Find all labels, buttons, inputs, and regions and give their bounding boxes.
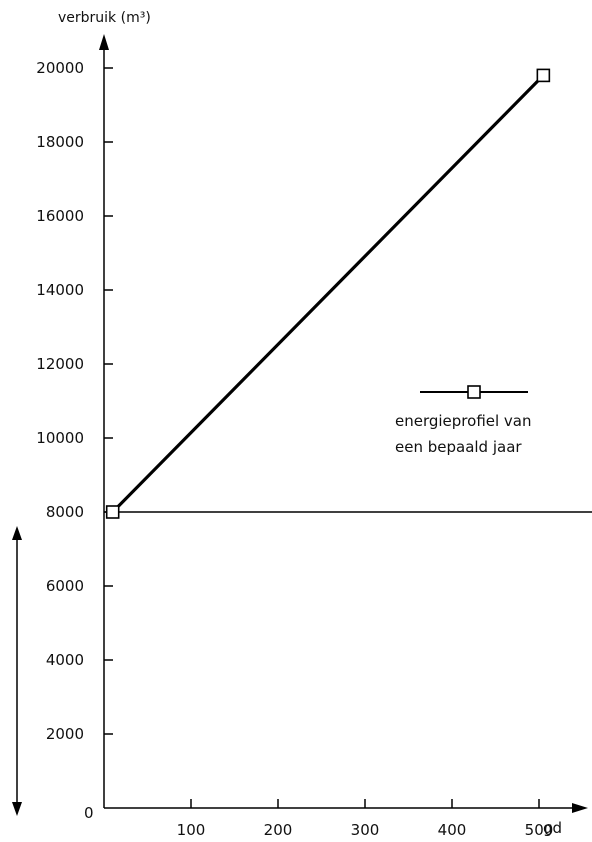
legend-text-line-1: energieprofiel van: [395, 412, 532, 430]
double-arrow-head-top: [12, 526, 22, 540]
double-arrow-head-bottom: [12, 802, 22, 816]
y-tick-label: 14000: [36, 281, 84, 299]
y-tick-label: 16000: [36, 207, 84, 225]
x-axis-arrowhead: [572, 803, 588, 813]
legend-marker: [467, 385, 481, 399]
series-layer: [105, 68, 551, 519]
origin-label: 0: [84, 804, 94, 822]
series-line: [111, 74, 545, 514]
legend-text-line-2: een bepaald jaar: [395, 438, 522, 456]
x-tick-label: 100: [177, 821, 206, 839]
y-tick-label: 8000: [46, 503, 84, 521]
y-tick-label: 10000: [36, 429, 84, 447]
x-tick-label: 400: [438, 821, 467, 839]
y-tick-label: 18000: [36, 133, 84, 151]
y-tick-label: 2000: [46, 725, 84, 743]
x-tick-label: 200: [264, 821, 293, 839]
x-tick-label: 500: [525, 821, 554, 839]
x-tick-label: 300: [351, 821, 380, 839]
data-point-marker: [536, 68, 551, 83]
y-tick-label: 20000: [36, 59, 84, 77]
y-axis-title: verbruik (m³): [58, 10, 151, 26]
data-point-marker: [105, 505, 120, 519]
tick-labels: 2000400060008000100001200014000160001800…: [36, 59, 553, 839]
x-axis-title: gd: [543, 819, 562, 837]
axes-layer: [99, 34, 588, 813]
y-tick-label: 6000: [46, 577, 84, 595]
y-tick-label: 12000: [36, 355, 84, 373]
reference-lines: [12, 511, 592, 816]
y-axis-arrowhead: [99, 34, 109, 50]
legend: energieprofiel van een bepaald jaar: [395, 385, 532, 456]
y-tick-label: 4000: [46, 651, 84, 669]
